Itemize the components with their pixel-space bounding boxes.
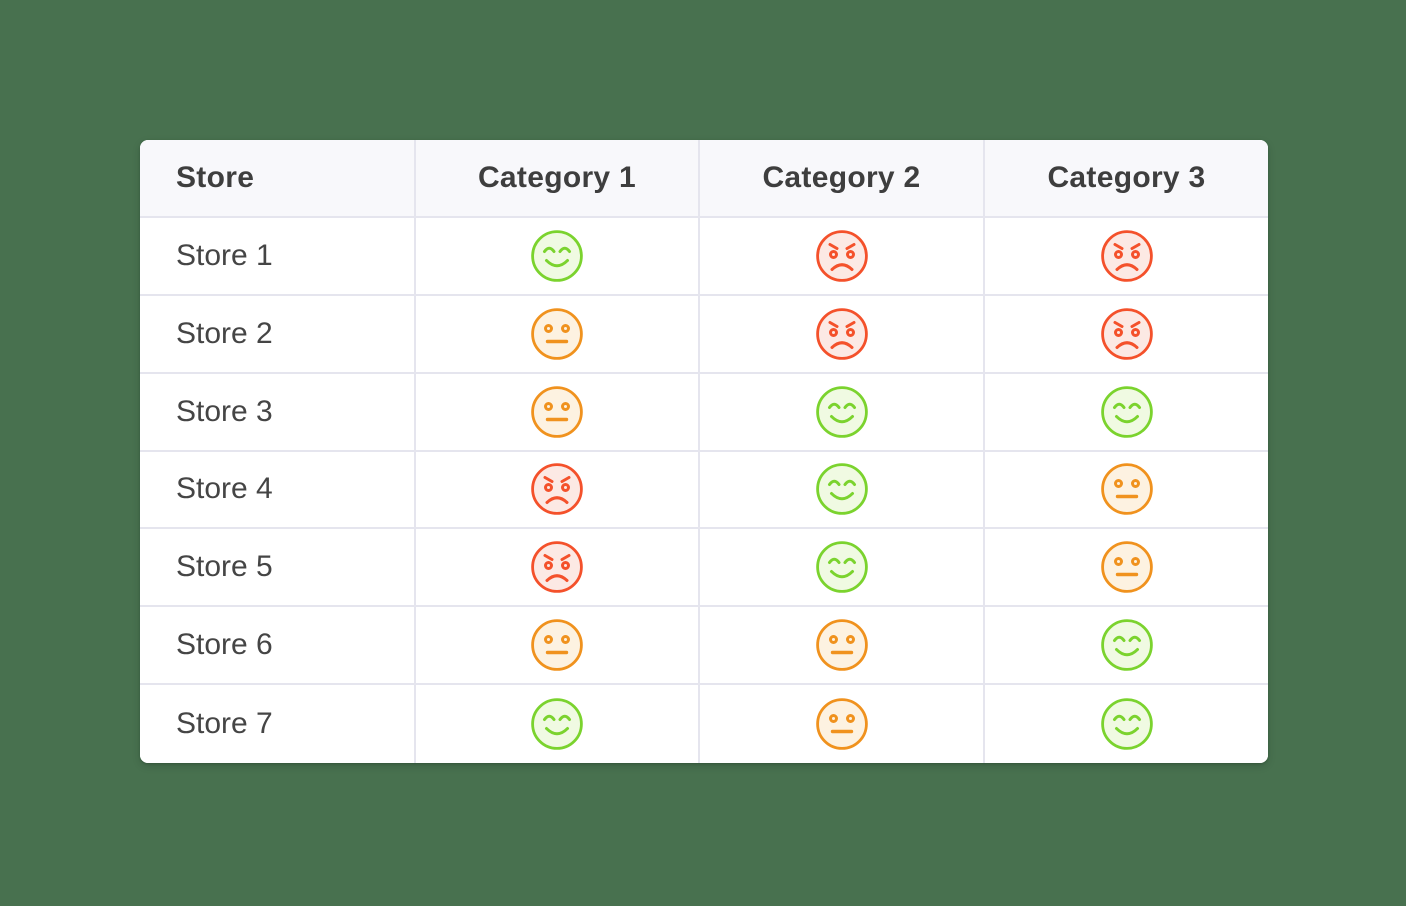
rating-cell bbox=[700, 607, 985, 686]
column-header-store: Store bbox=[140, 140, 416, 218]
rating-cell bbox=[700, 529, 985, 608]
store-label: Store 5 bbox=[140, 529, 416, 608]
rating-cell bbox=[416, 295, 700, 374]
neutral-face-icon bbox=[531, 385, 583, 438]
rating-cell bbox=[985, 217, 1268, 296]
rating-cell bbox=[700, 685, 985, 763]
neutral-face-icon bbox=[531, 619, 583, 671]
neutral-face-icon bbox=[531, 307, 583, 360]
rating-cell bbox=[700, 373, 985, 452]
rating-cell bbox=[985, 451, 1268, 530]
column-header-category-1: Category 1 bbox=[416, 140, 700, 218]
rating-cell bbox=[416, 529, 700, 608]
happy-face-icon bbox=[1100, 619, 1153, 671]
rating-cell bbox=[985, 373, 1268, 452]
neutral-face-icon bbox=[1100, 463, 1153, 516]
rating-cell bbox=[985, 295, 1268, 374]
ratings-table: Store Category 1 Category 2 Category 3 Store… bbox=[140, 140, 1268, 763]
column-header-category-2: Category 2 bbox=[700, 140, 985, 218]
rating-cell bbox=[985, 685, 1268, 763]
store-label: Store 3 bbox=[140, 373, 416, 452]
happy-face-icon bbox=[1100, 385, 1153, 438]
store-ratings-card: Store Category 1 Category 2 Category 3 Store… bbox=[140, 140, 1268, 763]
rating-cell bbox=[700, 217, 985, 296]
rating-cell bbox=[416, 685, 700, 763]
happy-face-icon bbox=[815, 463, 868, 516]
angry-face-icon bbox=[815, 307, 868, 360]
rating-cell bbox=[985, 529, 1268, 608]
happy-face-icon bbox=[531, 698, 583, 750]
rating-cell bbox=[416, 373, 700, 452]
column-header-category-3: Category 3 bbox=[985, 140, 1268, 218]
happy-face-icon bbox=[815, 541, 868, 594]
rating-cell bbox=[416, 217, 700, 296]
store-label: Store 7 bbox=[140, 685, 416, 763]
rating-cell bbox=[700, 295, 985, 374]
store-label: Store 2 bbox=[140, 295, 416, 374]
angry-face-icon bbox=[815, 230, 868, 282]
neutral-face-icon bbox=[815, 619, 868, 671]
neutral-face-icon bbox=[815, 698, 868, 750]
rating-cell bbox=[416, 451, 700, 530]
angry-face-icon bbox=[531, 463, 583, 516]
store-label: Store 1 bbox=[140, 217, 416, 296]
neutral-face-icon bbox=[1100, 541, 1153, 594]
rating-cell bbox=[416, 607, 700, 686]
store-label: Store 6 bbox=[140, 607, 416, 686]
rating-cell bbox=[700, 451, 985, 530]
store-label: Store 4 bbox=[140, 451, 416, 530]
angry-face-icon bbox=[1100, 307, 1153, 360]
happy-face-icon bbox=[1100, 698, 1153, 750]
angry-face-icon bbox=[1100, 230, 1153, 282]
happy-face-icon bbox=[815, 385, 868, 438]
angry-face-icon bbox=[531, 541, 583, 594]
happy-face-icon bbox=[531, 230, 583, 282]
rating-cell bbox=[985, 607, 1268, 686]
